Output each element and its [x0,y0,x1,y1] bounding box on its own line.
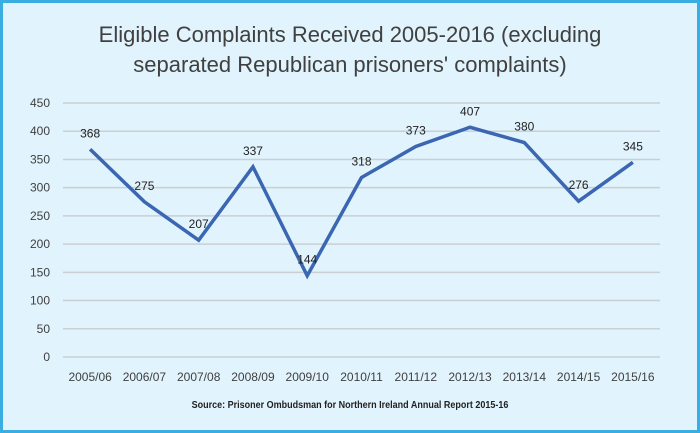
y-tick-label: 50 [37,322,51,336]
x-tick-label: 2007/08 [177,370,221,384]
data-label: 207 [189,217,209,231]
data-label: 318 [351,155,371,169]
data-label: 368 [80,126,100,140]
series-group [88,125,634,280]
chart-title: Eligible Complaints Received 2005-2016 (… [0,20,700,80]
data-label: 380 [514,120,534,134]
data-labels: 368 275 207 337 144 318 373 407 380 276 345 [80,104,643,266]
x-tick-label: 2012/13 [448,370,492,384]
y-axis-ticks: 0 50 100 150 200 250 300 350 400 450 [30,96,50,364]
source-note: Source: Prisoner Ombudsman for Northern … [191,400,509,411]
gridlines [63,102,660,358]
x-tick-label: 2014/15 [557,370,601,384]
data-label: 144 [297,253,317,267]
x-tick-label: 2010/11 [340,370,383,384]
data-label: 407 [460,104,480,118]
data-label: 345 [623,139,643,153]
x-tick-label: 2009/10 [286,370,330,384]
x-axis-ticks: 2005/06 2006/07 2007/08 2008/09 2009/10 2010/… [68,370,654,384]
data-label: 337 [243,144,263,158]
y-tick-label: 0 [43,350,50,364]
y-tick-label: 300 [30,181,50,195]
x-tick-label: 2005/06 [68,370,112,384]
series-line [88,125,634,280]
chart-title-line-1: Eligible Complaints Received 2005-2016 (… [98,22,602,47]
x-tick-label: 2015/16 [611,370,655,384]
y-tick-label: 150 [30,265,50,279]
y-tick-label: 200 [30,237,50,251]
chart-title-line-2: separated Republican prisoners' complain… [133,52,567,77]
y-tick-label: 250 [30,209,50,223]
data-label: 373 [406,123,426,137]
data-label: 275 [134,179,154,193]
x-tick-label: 2013/14 [503,370,547,384]
y-tick-label: 450 [30,96,50,110]
x-tick-label: 2011/12 [395,370,438,384]
y-tick-label: 100 [30,294,50,308]
y-tick-label: 400 [30,124,50,138]
data-label: 276 [569,178,589,192]
x-tick-label: 2006/07 [123,370,167,384]
y-tick-label: 350 [30,152,50,166]
x-tick-label: 2008/09 [231,370,275,384]
